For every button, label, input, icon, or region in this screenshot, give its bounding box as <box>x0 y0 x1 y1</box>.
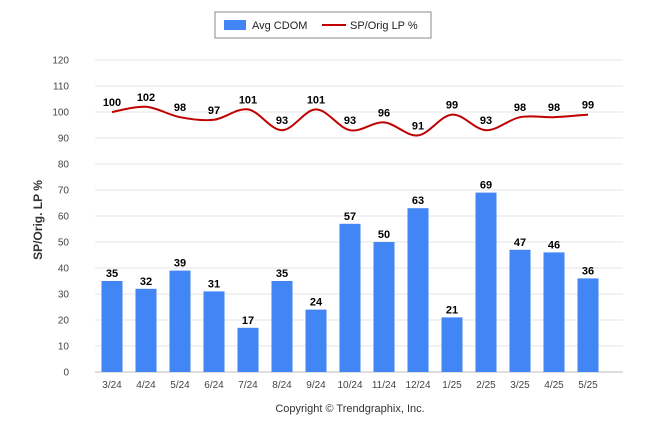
y-tick-label: 100 <box>52 108 69 119</box>
bar-data-label: 17 <box>242 315 254 327</box>
x-tick-label: 11/24 <box>372 380 397 391</box>
y-tick-label: 30 <box>58 290 70 301</box>
bar <box>407 208 429 372</box>
y-tick-label: 60 <box>58 212 70 223</box>
y-tick-label: 90 <box>58 134 70 145</box>
line-data-label: 98 <box>514 102 526 114</box>
bar <box>135 288 157 372</box>
legend-label-avg-cdom: Avg CDOM <box>252 20 307 32</box>
line-data-label: 96 <box>378 107 390 119</box>
x-tick-label: 9/24 <box>306 380 326 391</box>
x-tick-label: 3/25 <box>510 380 530 391</box>
bar-data-label: 31 <box>208 278 220 290</box>
line-data-labels: 100 102 98 97 101 93 101 93 96 91 99 93 98 98 99 <box>103 92 594 133</box>
bar-data-label: 36 <box>582 265 594 277</box>
bar-data-label: 21 <box>446 304 458 316</box>
bar-data-label: 35 <box>106 268 118 280</box>
line-data-label: 91 <box>412 120 424 132</box>
bar-data-label: 39 <box>174 258 186 270</box>
y-tick-label: 70 <box>58 186 70 197</box>
line-series <box>111 105 589 137</box>
x-tick-label: 2/25 <box>476 380 496 391</box>
y-tick-label: 0 <box>63 368 69 379</box>
bar <box>169 270 191 372</box>
bar <box>577 278 599 372</box>
bar-data-label: 32 <box>140 276 152 288</box>
bar <box>101 281 123 372</box>
x-tick-label: 4/25 <box>544 380 564 391</box>
bar-data-label: 50 <box>378 229 390 241</box>
bar <box>373 242 395 372</box>
line-data-label: 100 <box>103 97 121 109</box>
bar <box>339 223 361 372</box>
line-data-label: 97 <box>208 105 220 117</box>
x-tick-label: 12/24 <box>405 380 430 391</box>
x-tick-label: 6/24 <box>204 380 224 391</box>
x-tick-label: 8/24 <box>272 380 292 391</box>
y-axis-label: SP/Orig. LP % <box>31 180 45 260</box>
line-data-label: 99 <box>582 100 594 112</box>
sp-orig-lp-line <box>111 105 589 137</box>
x-tick-label: 10/24 <box>337 380 362 391</box>
line-data-label: 98 <box>548 102 560 114</box>
legend: Avg CDOM SP/Orig LP % <box>214 11 432 39</box>
bar-data-label: 69 <box>480 180 492 192</box>
x-tick-label: 4/24 <box>136 380 156 391</box>
line-data-label: 102 <box>137 92 155 104</box>
y-tick-label: 20 <box>58 316 70 327</box>
x-tick-label: 7/24 <box>238 380 258 391</box>
legend-label-sp-orig-lp: SP/Orig LP % <box>350 20 418 32</box>
x-tick-label: 3/24 <box>102 380 122 391</box>
bar <box>305 309 327 372</box>
x-tick-label: 5/25 <box>578 380 598 391</box>
y-tick-label: 50 <box>58 238 70 249</box>
y-tick-label: 40 <box>58 264 70 275</box>
y-tick-label: 120 <box>52 56 69 67</box>
line-data-label: 98 <box>174 102 186 114</box>
bar-data-label: 24 <box>310 297 323 309</box>
copyright-text: Copyright © Trendgraphix, Inc. <box>275 403 424 415</box>
line-data-label: 93 <box>480 115 492 127</box>
line-data-label: 101 <box>307 94 325 106</box>
x-tick-label: 1/25 <box>442 380 462 391</box>
bars <box>101 192 599 372</box>
x-tick-label: 5/24 <box>170 380 190 391</box>
bar-data-label: 35 <box>276 268 288 280</box>
bar <box>543 252 565 372</box>
line-data-label: 93 <box>276 115 288 127</box>
bar <box>271 281 293 372</box>
bar-data-label: 63 <box>412 195 424 207</box>
y-axis-ticks: 0 10 20 30 40 50 60 70 80 90 100 110 120 <box>52 56 69 379</box>
bar <box>237 327 259 372</box>
bar-data-label: 46 <box>548 239 560 251</box>
line-data-label: 93 <box>344 115 356 127</box>
bar <box>203 291 225 372</box>
bar <box>509 249 531 372</box>
line-data-label: 99 <box>446 100 458 112</box>
bar-data-label: 57 <box>344 211 356 223</box>
bar <box>475 192 497 372</box>
y-tick-label: 10 <box>58 342 70 353</box>
line-data-label: 101 <box>239 94 257 106</box>
y-tick-label: 110 <box>53 82 69 93</box>
legend-swatch-bar <box>224 20 246 30</box>
x-axis-ticks: 3/24 4/24 5/24 6/24 7/24 8/24 9/24 10/24 11/24 12… <box>102 380 598 391</box>
y-tick-label: 80 <box>58 160 70 171</box>
bar-data-label: 47 <box>514 237 526 249</box>
bar <box>441 317 463 372</box>
bar-data-labels: 35 32 39 31 17 35 24 57 50 63 21 69 47 46 36 <box>106 180 594 327</box>
